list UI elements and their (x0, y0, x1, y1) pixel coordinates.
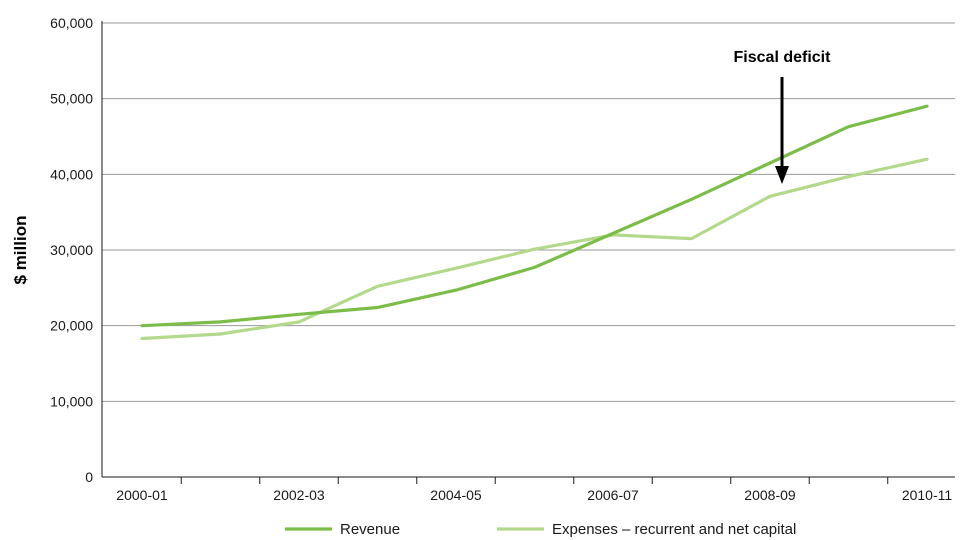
x-tick-label: 2010-11 (902, 487, 953, 503)
series-line-revenue (140, 104, 929, 328)
x-tick-label: 2000-01 (116, 487, 168, 503)
annotation-arrow-head (775, 166, 789, 184)
y-tick-label: 50,000 (50, 91, 93, 107)
y-tick-label: 60,000 (50, 15, 93, 31)
y-tick-label: 30,000 (50, 242, 93, 258)
x-tick-label: 2008-09 (744, 487, 796, 503)
legend-label: Expenses – recurrent and net capital (552, 521, 796, 538)
x-tick-label: 2004-05 (430, 487, 482, 503)
x-tick-label: 2006-07 (587, 487, 639, 503)
y-tick-label: 20,000 (50, 318, 93, 334)
axes (101, 21, 955, 484)
gridlines (102, 22, 955, 402)
y-tick-label: 0 (85, 469, 93, 485)
y-tick-label: 40,000 (50, 166, 93, 182)
y-axis-ticks: 0 10,000 20,000 30,000 40,000 50,000 60,000 (50, 15, 93, 485)
annotation: Fiscal deficit (734, 49, 832, 184)
series-line-expenses (140, 157, 929, 341)
legend: Revenue Expenses – recurrent and net capi… (285, 521, 796, 538)
y-axis-title: $ million (11, 216, 30, 285)
x-tick-label: 2002-03 (273, 487, 325, 503)
fiscal-deficit-label: Fiscal deficit (734, 49, 832, 66)
x-axis-ticks: 2000-01 2002-03 2004-05 2006-07 2008-09 2010-… (116, 487, 952, 503)
series-lines (140, 104, 929, 341)
legend-label: Revenue (340, 521, 400, 538)
y-tick-label: 10,000 (50, 393, 93, 409)
